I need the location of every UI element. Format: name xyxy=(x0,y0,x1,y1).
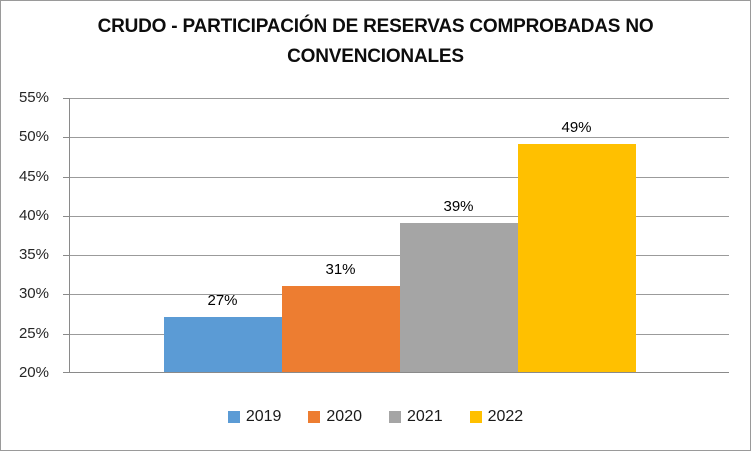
gridline xyxy=(70,137,729,138)
chart-title-line1: CRUDO - PARTICIPACIÓN DE RESERVAS COMPRO… xyxy=(97,16,654,37)
bar-2020: 31% xyxy=(281,261,400,372)
bar-value-label: 39% xyxy=(443,198,474,215)
y-axis-label: 20% xyxy=(18,364,49,381)
legend-item-2019: 2019 xyxy=(227,408,282,426)
y-axis-tick xyxy=(63,98,69,99)
chart-title-line2: CONVENCIONALES xyxy=(287,46,464,67)
y-axis-tick xyxy=(63,372,69,373)
y-axis-tick xyxy=(63,177,69,178)
legend-label: 2021 xyxy=(407,408,443,425)
y-axis-tick xyxy=(63,255,69,256)
legend-item-2022: 2022 xyxy=(469,408,524,426)
y-axis-label: 55% xyxy=(18,89,49,106)
gridline xyxy=(70,177,729,178)
legend: 2019 2020 2021 2022 xyxy=(1,408,750,426)
y-axis-label: 25% xyxy=(18,325,49,342)
bar-2021: 39% xyxy=(399,198,518,372)
legend-color-swatch-icon xyxy=(308,411,321,423)
legend-label: 2022 xyxy=(487,408,524,425)
gridline xyxy=(70,98,729,99)
legend-label: 2020 xyxy=(326,408,362,425)
gridline xyxy=(70,216,729,217)
legend-color-swatch-icon xyxy=(469,411,482,423)
legend-color-swatch-icon xyxy=(389,411,401,423)
y-axis-tick xyxy=(63,294,69,295)
legend-label: 2019 xyxy=(245,408,282,425)
y-axis-tick xyxy=(63,137,69,138)
legend-color-swatch-icon xyxy=(227,411,240,423)
plot-area: 27% 31% 39% 49% xyxy=(63,98,729,373)
bars-row: 27% 31% 39% 49% xyxy=(70,119,729,372)
legend-item-2021: 2021 xyxy=(389,408,443,426)
y-axis-labels: 55% 50% 45% 40% 35% 30% 25% 20% xyxy=(1,89,49,381)
bar-2019: 27% xyxy=(163,292,282,372)
chart-title: CRUDO - PARTICIPACIÓN DE RESERVAS COMPRO… xyxy=(1,12,750,72)
bar-2022: 49% xyxy=(517,119,636,372)
y-axis-tick xyxy=(63,334,69,335)
y-axis-label: 30% xyxy=(18,285,49,302)
y-axis-tick xyxy=(63,216,69,217)
bar-value-label: 27% xyxy=(207,292,238,309)
y-axis-label: 40% xyxy=(18,207,49,224)
bar-value-label: 31% xyxy=(325,261,356,278)
y-axis-label: 35% xyxy=(18,246,49,263)
bar-value-label: 49% xyxy=(561,119,592,136)
legend-item-2020: 2020 xyxy=(308,408,362,426)
y-axis-label: 50% xyxy=(18,128,49,145)
y-axis-label: 45% xyxy=(18,168,49,185)
